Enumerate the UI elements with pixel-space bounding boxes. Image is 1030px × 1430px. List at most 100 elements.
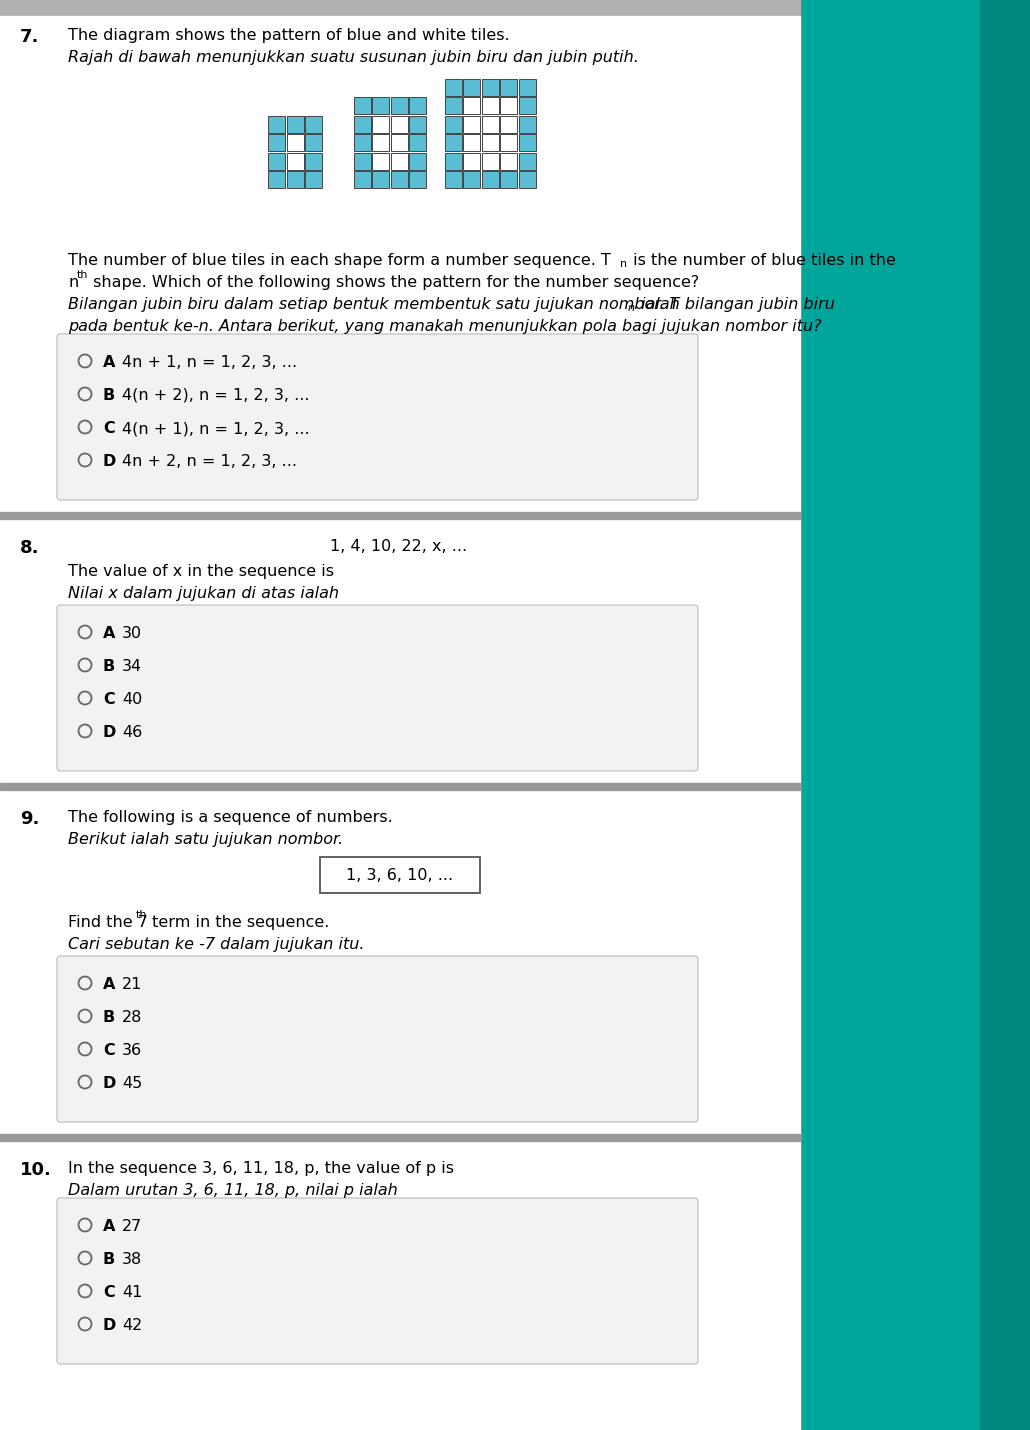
Bar	[500, 79, 517, 96]
Bar	[305, 172, 322, 187]
Text: n: n	[620, 259, 627, 269]
Bar	[268, 153, 285, 170]
Bar	[500, 116, 517, 133]
Bar	[409, 97, 426, 114]
Bar	[518, 134, 536, 152]
Bar	[0, 16, 800, 1430]
Text: Rajah di bawah menunjukkan suatu susunan jubin biru dan jubin putih.: Rajah di bawah menunjukkan suatu susunan…	[68, 50, 639, 64]
Bar	[390, 172, 408, 187]
Bar	[372, 97, 389, 114]
Text: The value of x in the sequence is: The value of x in the sequence is	[68, 563, 334, 579]
Text: 27: 27	[122, 1218, 142, 1234]
Text: D: D	[103, 725, 116, 739]
Text: 4(n + 2), n = 1, 2, 3, ...: 4(n + 2), n = 1, 2, 3, ...	[122, 388, 309, 403]
Text: A: A	[103, 977, 115, 992]
Text: 42: 42	[122, 1318, 142, 1333]
Bar	[500, 172, 517, 187]
Text: C: C	[103, 1286, 114, 1300]
Text: B: B	[103, 659, 115, 674]
FancyBboxPatch shape	[57, 335, 698, 500]
FancyBboxPatch shape	[57, 605, 698, 771]
Text: B: B	[103, 1010, 115, 1025]
Text: A: A	[103, 626, 115, 641]
Bar	[464, 134, 480, 152]
Bar	[481, 153, 499, 170]
Text: 41: 41	[122, 1286, 142, 1300]
Text: 9.: 9.	[20, 809, 39, 828]
Text: D: D	[103, 1318, 116, 1333]
Bar	[409, 116, 426, 133]
Text: 28: 28	[122, 1010, 142, 1025]
Text: A: A	[103, 1218, 115, 1234]
Bar	[305, 134, 322, 152]
Text: 45: 45	[122, 1075, 142, 1091]
Bar	[464, 153, 480, 170]
Bar	[305, 153, 322, 170]
Text: 30: 30	[122, 626, 142, 641]
Bar	[518, 116, 536, 133]
FancyBboxPatch shape	[320, 857, 480, 892]
Text: 34: 34	[122, 659, 142, 674]
Bar	[445, 153, 461, 170]
Text: The following is a sequence of numbers.: The following is a sequence of numbers.	[68, 809, 392, 825]
Bar	[500, 134, 517, 152]
Text: pada bentuk ke-n. Antara berikut, yang manakah menunjukkan pola bagi jujukan nom: pada bentuk ke-n. Antara berikut, yang m…	[68, 319, 822, 335]
Bar	[390, 116, 408, 133]
Bar	[286, 153, 304, 170]
Text: shape. Which of the following shows the pattern for the number sequence?: shape. Which of the following shows the …	[88, 275, 699, 290]
Text: D: D	[103, 453, 116, 469]
Bar	[464, 97, 480, 114]
Bar	[518, 97, 536, 114]
Text: 4n + 1, n = 1, 2, 3, ...: 4n + 1, n = 1, 2, 3, ...	[122, 355, 297, 370]
Bar	[268, 116, 285, 133]
Bar	[353, 116, 371, 133]
Text: 1, 4, 10, 22, x, ...: 1, 4, 10, 22, x, ...	[330, 539, 468, 553]
Bar	[464, 116, 480, 133]
Text: is the number of blue tiles in the: is the number of blue tiles in the	[628, 253, 896, 267]
Text: Find the 7: Find the 7	[68, 915, 148, 930]
Text: term in the sequence.: term in the sequence.	[147, 915, 330, 930]
Bar	[445, 134, 461, 152]
Bar	[500, 97, 517, 114]
Text: Dalam urutan 3, 6, 11, 18, p, nilai p ialah: Dalam urutan 3, 6, 11, 18, p, nilai p ia…	[68, 1183, 398, 1198]
Bar	[372, 134, 389, 152]
FancyBboxPatch shape	[57, 957, 698, 1123]
Bar	[800, 0, 980, 1430]
Bar	[372, 172, 389, 187]
Bar	[286, 116, 304, 133]
Text: B: B	[103, 388, 115, 403]
Text: 21: 21	[122, 977, 142, 992]
Bar	[286, 134, 304, 152]
Bar	[372, 153, 389, 170]
Text: 1, 3, 6, 10, ...: 1, 3, 6, 10, ...	[346, 868, 453, 882]
Bar	[286, 172, 304, 187]
Text: n: n	[628, 303, 636, 313]
Bar	[0, 512, 800, 519]
FancyBboxPatch shape	[57, 1198, 698, 1364]
Bar	[445, 172, 461, 187]
Text: 7.: 7.	[20, 29, 39, 46]
Bar	[409, 134, 426, 152]
Text: 36: 36	[122, 1042, 142, 1058]
Text: In the sequence 3, 6, 11, 18, p, the value of p is: In the sequence 3, 6, 11, 18, p, the val…	[68, 1161, 454, 1175]
Bar	[0, 784, 800, 789]
Text: C: C	[103, 1042, 114, 1058]
Text: Nilai x dalam jujukan di atas ialah: Nilai x dalam jujukan di atas ialah	[68, 586, 339, 601]
Bar	[481, 172, 499, 187]
Bar	[464, 172, 480, 187]
Bar	[268, 172, 285, 187]
Bar	[518, 79, 536, 96]
Bar	[0, 0, 800, 16]
Text: Berikut ialah satu jujukan nombor.: Berikut ialah satu jujukan nombor.	[68, 832, 343, 847]
Text: B: B	[103, 1253, 115, 1267]
Text: 8.: 8.	[20, 539, 39, 558]
Bar	[390, 153, 408, 170]
Bar	[464, 79, 480, 96]
Bar	[481, 97, 499, 114]
Bar	[980, 0, 1030, 1430]
Bar	[481, 79, 499, 96]
Text: C: C	[103, 420, 114, 436]
Text: 38: 38	[122, 1253, 142, 1267]
Bar	[305, 116, 322, 133]
Text: ialah bilangan jubin biru: ialah bilangan jubin biru	[636, 297, 835, 312]
